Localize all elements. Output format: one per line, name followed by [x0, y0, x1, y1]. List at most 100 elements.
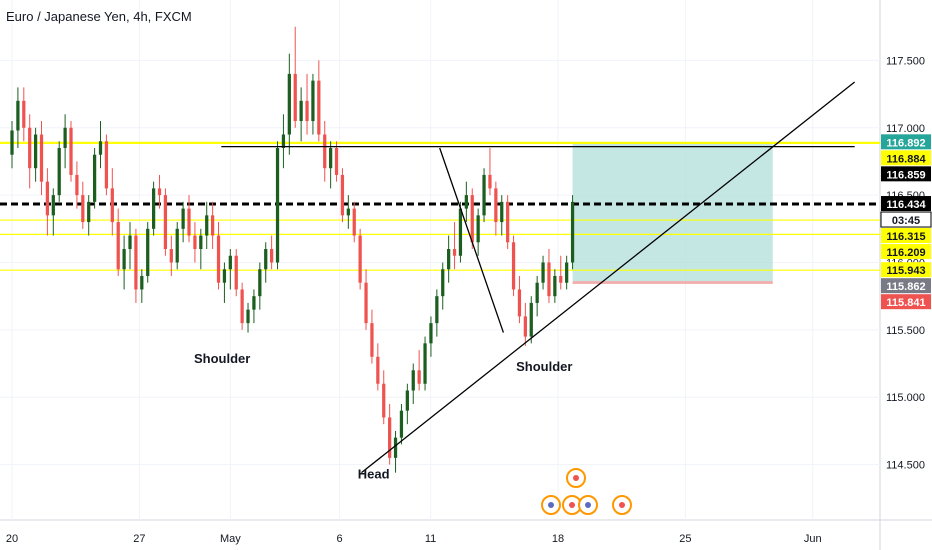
chart-title: Euro / Japanese Yen, 4h, FXCM [6, 9, 192, 24]
candle-body [287, 73, 291, 135]
x-tick-label: 20 [6, 533, 18, 545]
candle-body [346, 208, 350, 216]
annotation-label: Shoulder [516, 359, 572, 374]
candle-body [275, 147, 280, 263]
candle-body [464, 195, 468, 209]
candle-body [541, 262, 545, 283]
candle-body [69, 127, 73, 175]
candle-body [181, 208, 185, 229]
price-label-text: 116.859 [886, 169, 925, 181]
y-tick-label: 114.500 [886, 460, 925, 472]
candle-body [458, 208, 463, 256]
y-tick-label: 115.500 [886, 325, 925, 337]
candle-body [222, 269, 227, 283]
candle-body [506, 201, 510, 243]
candle-body [447, 249, 451, 270]
candle-body [570, 201, 575, 263]
position-zone [572, 142, 773, 284]
price-label-box [880, 211, 932, 228]
candle-body [98, 141, 103, 155]
x-tick-label: 27 [133, 533, 145, 545]
candle-body [565, 262, 569, 283]
candle-body [340, 174, 345, 216]
event-dot-icon [585, 502, 591, 508]
candle-body [535, 282, 539, 303]
price-label-text: 115.862 [886, 281, 925, 293]
candle-body [317, 80, 321, 135]
candle-body [169, 249, 173, 263]
price-label-box [881, 262, 931, 278]
time-axis[interactable]: 20 27 May 6 11 18 25 Jun [6, 533, 822, 545]
candles [10, 26, 575, 473]
candle-body [33, 134, 38, 169]
candle-body [293, 73, 297, 122]
candle-body [57, 147, 61, 196]
candle-body [299, 100, 303, 122]
candle-body [187, 208, 191, 236]
candle-body [264, 249, 268, 270]
price-label-text: 116.892 [886, 137, 925, 149]
candle-body [240, 289, 244, 324]
x-tick-label: 18 [552, 533, 564, 545]
candle-body [553, 275, 557, 297]
candle-body [488, 174, 492, 189]
candle-body [193, 235, 197, 250]
candle-body [523, 316, 527, 337]
event-dot-icon [619, 502, 625, 508]
price-label-text: 116.209 [886, 247, 925, 259]
price-label-box [881, 244, 931, 260]
candle-body [281, 134, 286, 148]
price-label-box [881, 278, 931, 294]
candle-body [476, 215, 480, 243]
candle-body [146, 228, 150, 276]
candle-body [258, 269, 262, 297]
candle-body [92, 154, 97, 202]
candle-body [329, 147, 333, 169]
candle-body [157, 188, 162, 196]
candle-body [140, 275, 144, 290]
candle-body [500, 201, 504, 223]
price-label-box [881, 294, 931, 310]
price-label-text: 115.841 [886, 297, 925, 309]
event-dot-icon [548, 502, 554, 508]
candle-body [81, 195, 85, 223]
candle-body [246, 309, 250, 324]
candle-body [10, 130, 14, 155]
candle-body [199, 235, 203, 250]
candle-body [411, 370, 415, 391]
candle-body [116, 222, 120, 270]
candle-body [470, 195, 474, 243]
candle-body [305, 100, 309, 122]
event-markers[interactable] [541, 468, 632, 515]
candle-body [393, 437, 398, 458]
candle-body [517, 289, 522, 317]
price-label-box [881, 150, 931, 166]
price-label-box [881, 134, 931, 150]
x-tick-label: May [220, 533, 241, 545]
candle-body [399, 410, 404, 438]
candle-body [559, 275, 563, 283]
candle-body [376, 356, 380, 384]
price-label-box [881, 196, 931, 212]
candle-body [511, 242, 516, 290]
candle-body [122, 249, 126, 270]
candle-body [110, 188, 114, 223]
candle-body [405, 390, 409, 411]
x-tick-label: Jun [804, 533, 822, 545]
candle-body [216, 235, 221, 283]
candle-body [39, 134, 44, 182]
candle-body [228, 255, 232, 270]
price-labels: 116.892 116.884 116.859 116.434 03:45 116.315… [880, 134, 932, 310]
candle-body [334, 147, 339, 175]
candle-body [151, 188, 156, 229]
candle-body [63, 127, 67, 148]
candle-body [210, 215, 215, 236]
candle-body [417, 370, 421, 384]
candle-body [429, 323, 433, 344]
trend-line[interactable] [439, 147, 505, 333]
profit-zone [572, 142, 773, 282]
price-label-box [881, 228, 931, 244]
event-dot-icon [569, 502, 575, 508]
candle-body [22, 100, 26, 128]
price-label-text: 115.943 [886, 265, 925, 277]
